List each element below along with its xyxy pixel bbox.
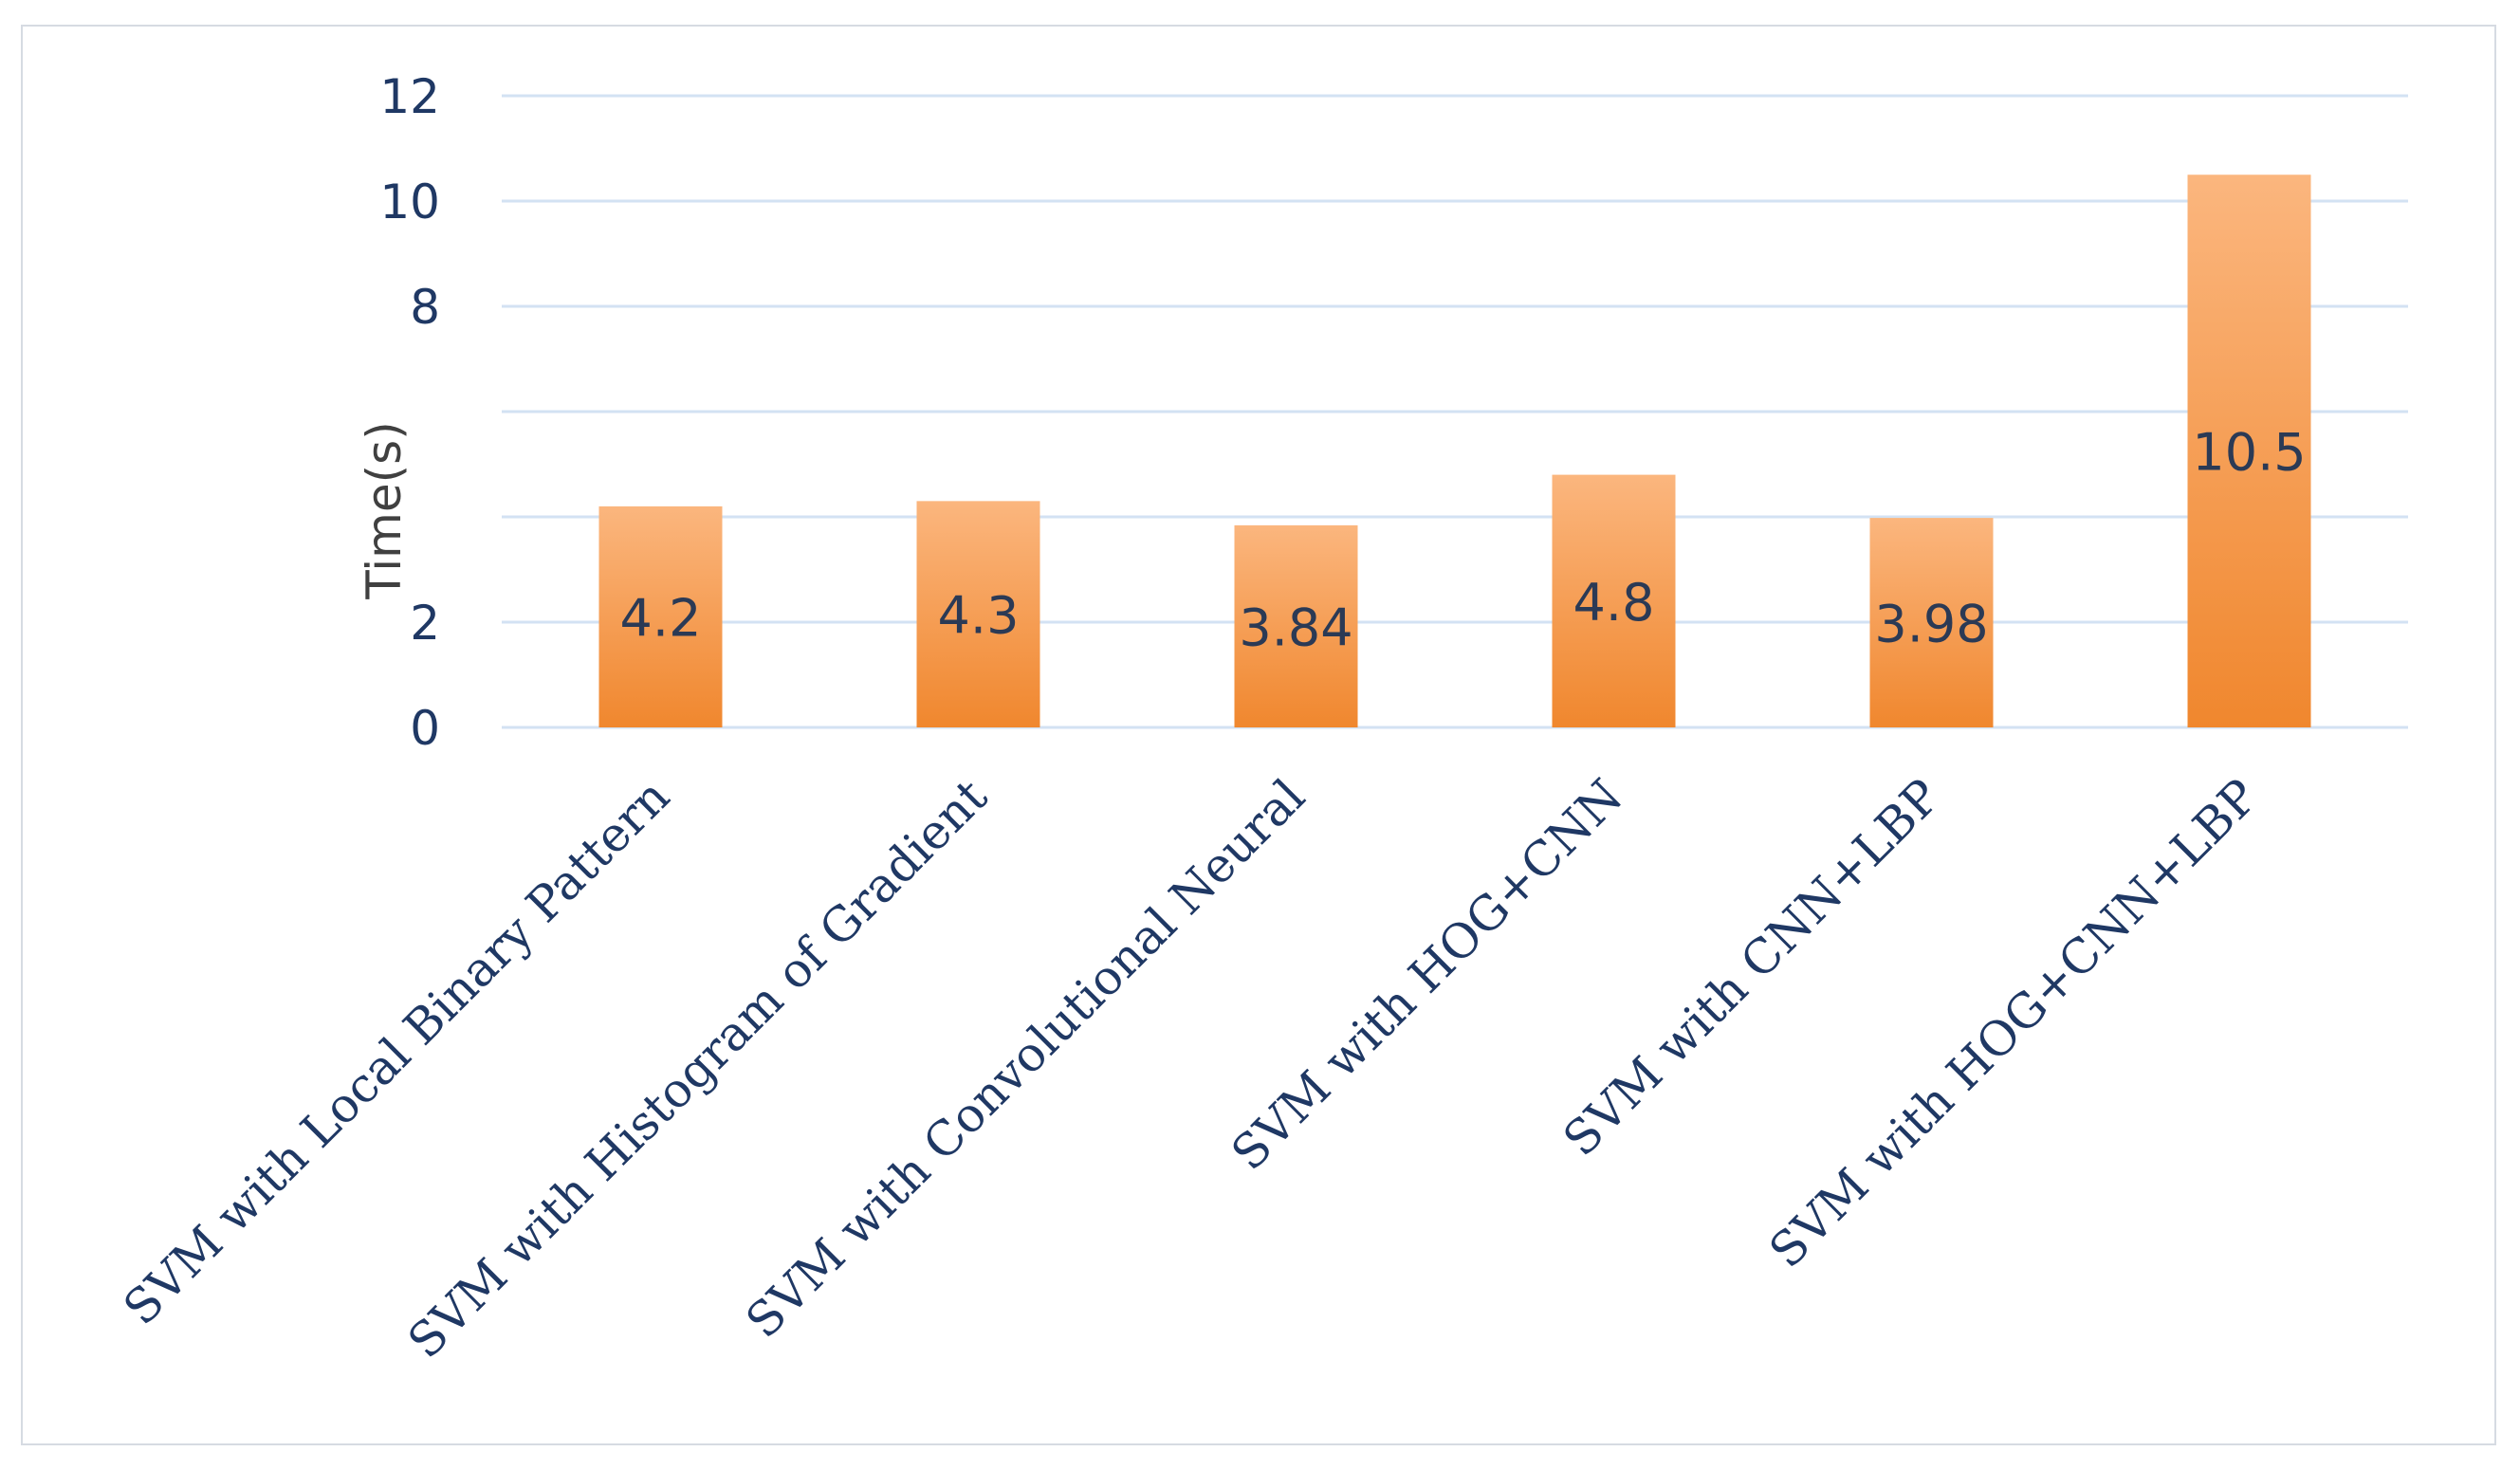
- y-tick-label: 12: [379, 69, 440, 124]
- bar-2: [916, 501, 1040, 727]
- data-label-4: 4.8: [1573, 573, 1655, 633]
- data-labels: 4.2 4.3 3.84 4.8 3.98 10.5: [620, 423, 2307, 658]
- y-tick-label: 2: [410, 596, 440, 651]
- data-label-3: 3.84: [1239, 597, 1352, 657]
- y-tick-label: 0: [410, 701, 440, 756]
- data-label-6: 10.5: [2192, 423, 2306, 483]
- y-axis-ticks: 0 2 8 10 12: [379, 69, 440, 756]
- bar-5: [1869, 518, 1994, 727]
- bar-chart: 0 2 8 10 12 4.2 4.3 3.84 4.8 3.98 10.5 SVM with L…: [113, 69, 2408, 1369]
- y-tick-label: 8: [410, 280, 440, 335]
- data-label-2: 4.3: [938, 586, 1020, 646]
- x-category-label-2: SVM with Histogram of Gradient: [397, 768, 998, 1369]
- gridlines: [502, 94, 2408, 729]
- x-category-label-1: SVM with Local Binary Pattern: [113, 768, 680, 1335]
- x-category-label-3: SVM with Convolutional Neural: [735, 768, 1315, 1349]
- bar-3: [1234, 524, 1358, 727]
- data-label-1: 4.2: [620, 588, 702, 648]
- y-axis-title: Time(s): [357, 421, 412, 599]
- data-label-5: 3.98: [1874, 595, 1988, 654]
- bars: [598, 175, 2311, 727]
- bar-1: [598, 505, 723, 727]
- bar-6: [2187, 175, 2311, 727]
- y-tick-label: 10: [379, 175, 440, 230]
- bar-4: [1552, 474, 1676, 727]
- chart-frame: 0 2 8 10 12 4.2 4.3 3.84 4.8 3.98 10.5 SVM with L…: [21, 25, 2496, 1445]
